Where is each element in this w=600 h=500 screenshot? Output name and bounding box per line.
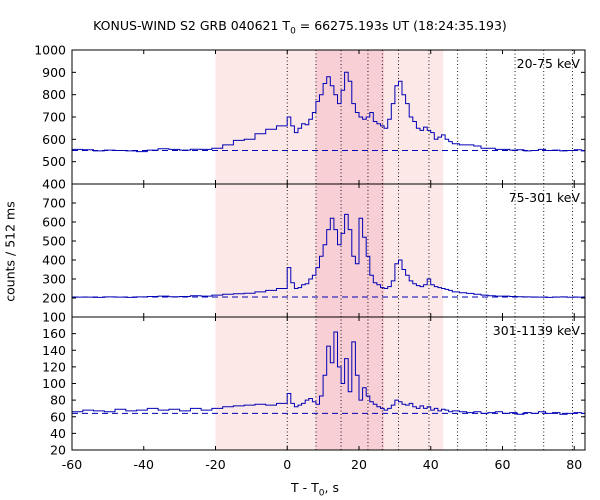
title-subscript: 0 [290, 26, 296, 37]
y-tick-label: 20 [50, 443, 66, 458]
y-tick-label: 200 [42, 291, 66, 306]
chart-title: KONUS-WIND S2 GRB 040621 T0 = 66275.193s… [0, 18, 600, 37]
energy-band-label: 75-301 keV [509, 190, 581, 205]
xlabel-subscript: 0 [318, 488, 325, 499]
y-tick-label: 400 [42, 177, 66, 192]
x-tick-label: 60 [495, 457, 511, 472]
panel-frame [71, 316, 586, 451]
y-tick-label: 600 [42, 132, 66, 147]
energy-band-label: 301-1139 keV [493, 323, 581, 338]
y-tick-label: 800 [42, 87, 66, 102]
x-axis-label: T - T0, s [250, 480, 380, 499]
title-suffix: = 66275.193s UT (18:24:35.193) [295, 18, 507, 33]
y-tick-label: 80 [50, 393, 66, 408]
light-curve-series [72, 213, 585, 298]
y-tick-label: 300 [42, 272, 66, 287]
x-tick-label: 80 [566, 457, 582, 472]
y-tick-label: 100 [42, 310, 66, 325]
y-tick-label: 900 [42, 65, 66, 80]
y-tick-label: 100 [42, 376, 66, 391]
y-tick-label: 500 [42, 234, 66, 249]
y-tick-label: 700 [42, 196, 66, 211]
y-tick-label: 140 [42, 343, 66, 358]
y-tick-label: 400 [42, 253, 66, 268]
x-tick-label: -20 [205, 457, 225, 472]
shaded-interval-dark [315, 50, 385, 450]
x-tick-label: 20 [351, 457, 367, 472]
energy-band-label: 20-75 keV [517, 56, 581, 71]
y-tick-label: 600 [42, 215, 66, 230]
light-curve-series [72, 71, 585, 153]
y-tick-label: 700 [42, 110, 66, 125]
xlabel-suffix: , s [324, 480, 339, 495]
xlabel-prefix: T - T [291, 480, 319, 495]
y-tick-label: 160 [42, 326, 66, 341]
y-tick-label: 120 [42, 359, 66, 374]
light-curve-series [72, 331, 585, 415]
y-tick-label: 60 [50, 409, 66, 424]
x-tick-label: 40 [423, 457, 439, 472]
y-tick-label: 40 [50, 426, 66, 441]
y-tick-label: 1000 [34, 43, 66, 58]
title-prefix: KONUS-WIND S2 GRB 040621 T [93, 18, 291, 33]
x-tick-label: -40 [134, 457, 154, 472]
y-tick-label: 500 [42, 154, 66, 169]
x-tick-label: -60 [62, 457, 82, 472]
x-tick-label: 0 [283, 457, 291, 472]
